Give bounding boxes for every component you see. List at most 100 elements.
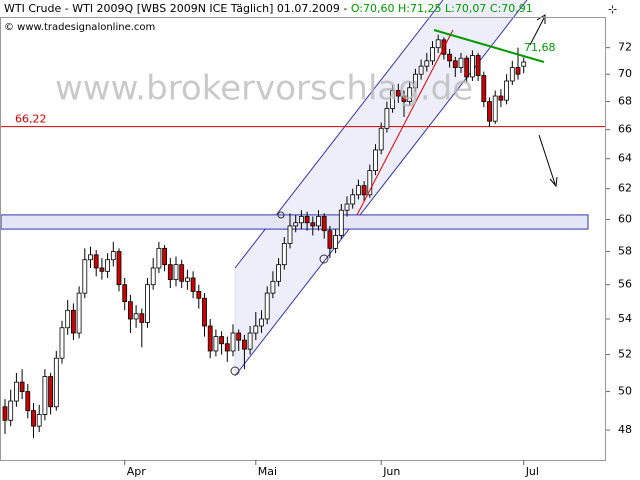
- candle-body: [42, 376, 48, 415]
- arrow-up-head: [536, 14, 546, 24]
- candle-body: [213, 336, 219, 352]
- candle-body: [310, 222, 316, 227]
- tool-icon: ⊹: [608, 3, 617, 16]
- candle-body: [412, 73, 418, 89]
- trend-red: [356, 29, 454, 216]
- candle-body: [264, 292, 270, 320]
- candle-body: [293, 222, 299, 227]
- y-tick-label: 56: [618, 278, 632, 291]
- candle-body: [492, 95, 498, 122]
- candle-body: [316, 216, 321, 227]
- candle-body: [452, 60, 458, 68]
- y-tick-label: 62: [618, 182, 632, 195]
- x-tick-label: Mai: [258, 465, 277, 478]
- x-tick-label: Jun: [382, 465, 400, 478]
- candle-body: [327, 230, 333, 249]
- candle-body: [367, 170, 373, 196]
- candle-body: [435, 39, 441, 49]
- arrow-down: [538, 134, 556, 185]
- candle-body: [59, 327, 65, 359]
- arrow-up: [529, 17, 545, 46]
- x-tick-label: Apr: [127, 465, 147, 478]
- candle-body: [162, 247, 168, 266]
- ohlc-label: H:71,25: [398, 2, 441, 15]
- candle-body: [298, 216, 304, 224]
- candle-body: [133, 313, 139, 320]
- candle-body: [207, 325, 213, 352]
- pivot: [277, 211, 285, 219]
- candle-body: [447, 53, 453, 62]
- candle-body: [25, 391, 31, 412]
- candle-body: [236, 332, 242, 341]
- pivot: [230, 366, 240, 376]
- candle-body: [184, 277, 190, 282]
- candle-body: [36, 414, 42, 427]
- y-tick-label: 64: [618, 152, 632, 165]
- candle-body: [390, 90, 396, 109]
- candle-body: [190, 277, 196, 292]
- candle-body: [71, 309, 76, 334]
- trend-green: [433, 29, 545, 63]
- candle-body: [2, 406, 8, 421]
- ohlc-label: O:70,60: [351, 2, 395, 15]
- chart-title: WTI Crude - WTI 2009Q [WBS 2009N ICE Täg…: [4, 2, 533, 15]
- candle-body: [145, 284, 150, 323]
- candle-body: [469, 55, 475, 78]
- source: © www.tradesignalonline.com: [4, 22, 155, 33]
- candle-body: [281, 243, 287, 266]
- candle-body: [504, 80, 510, 101]
- candle-body: [19, 381, 25, 392]
- y-tick-label: 52: [618, 348, 632, 361]
- candle-body: [276, 264, 282, 282]
- candle-body: [509, 67, 515, 82]
- y-tick-label: 66: [618, 123, 632, 136]
- plot-frame: [0, 17, 606, 461]
- candle-body: [424, 60, 430, 67]
- candle-body: [401, 95, 407, 102]
- y-tick-label: 70: [618, 67, 632, 80]
- candle-body: [515, 67, 521, 75]
- candle-body: [82, 259, 88, 294]
- candle-body: [321, 216, 327, 232]
- x-tick-label: Jul: [525, 465, 539, 478]
- candle-body: [150, 267, 156, 286]
- candle-body: [156, 247, 162, 269]
- candle-body: [167, 264, 173, 281]
- watermark: www.brokervorschlag.de: [55, 69, 473, 109]
- candle-body: [53, 357, 59, 408]
- candle-body: [173, 264, 179, 281]
- candle-body: [122, 284, 128, 303]
- candle-body: [139, 313, 145, 323]
- candle-body: [287, 225, 293, 244]
- candle-body: [373, 149, 378, 172]
- y-tick-label: 50: [618, 385, 632, 398]
- resistance-zone: [0, 214, 589, 230]
- candle-body: [487, 101, 492, 122]
- candle-body: [196, 291, 202, 299]
- candle-body: [230, 332, 236, 352]
- candle-body: [430, 47, 435, 62]
- ohlc: O:70,60 H:71,25 L:70,07 C:70,91: [351, 2, 533, 15]
- candle-body: [65, 309, 71, 329]
- y-tick-label: 60: [618, 213, 632, 226]
- y-tick-label: 54: [618, 312, 632, 325]
- candle-body: [13, 381, 19, 402]
- title: WTI Crude - WTI 2009Q [WBS 2009N ICE Täg…: [4, 2, 340, 15]
- candle-body: [202, 297, 207, 327]
- candle-body: [127, 301, 133, 320]
- arrow-down-head: [549, 176, 558, 188]
- candle-body: [378, 127, 384, 151]
- candle-body: [464, 57, 470, 78]
- support-label: 66,22: [15, 113, 47, 126]
- candle-body: [333, 235, 339, 249]
- y-tick-label: 68: [618, 95, 632, 108]
- candle-body: [88, 254, 93, 261]
- candle-body: [48, 376, 53, 408]
- candle-body: [105, 259, 110, 272]
- candle-body: [407, 87, 413, 102]
- candle-body: [344, 203, 350, 211]
- candle-body: [179, 264, 185, 282]
- ohlc-label: L:70,07: [445, 2, 486, 15]
